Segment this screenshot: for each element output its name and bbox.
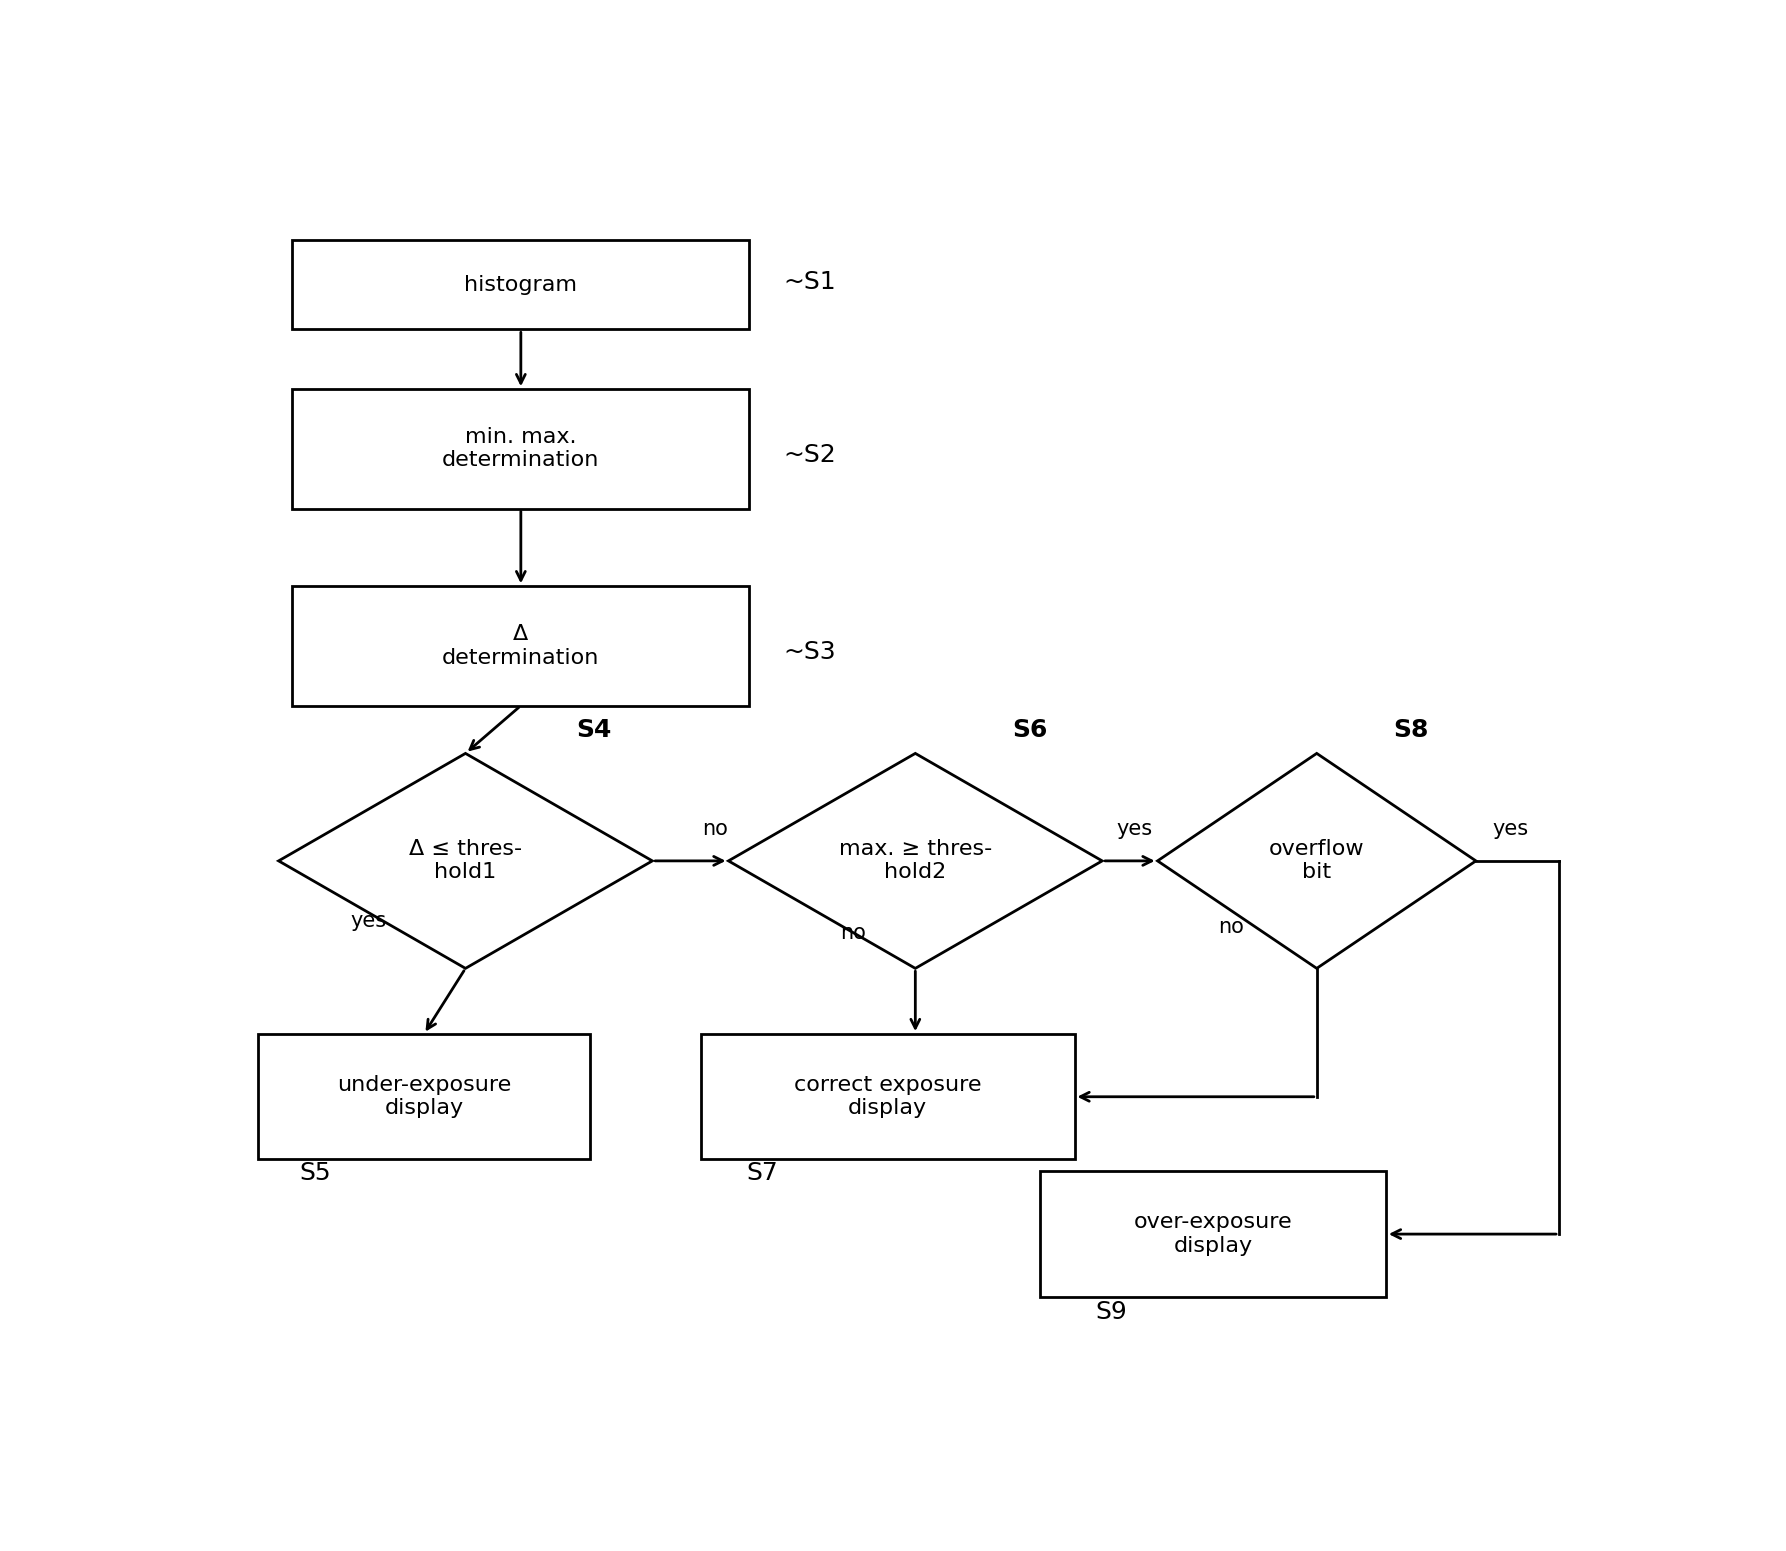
Text: Δ
determination: Δ determination <box>443 625 600 667</box>
Bar <box>1039 1171 1386 1297</box>
Text: under-exposure
display: under-exposure display <box>338 1075 511 1118</box>
Text: S9: S9 <box>1095 1300 1127 1325</box>
Text: S6: S6 <box>1013 718 1048 741</box>
Polygon shape <box>729 754 1102 968</box>
Text: max. ≥ thres-
hold2: max. ≥ thres- hold2 <box>839 839 991 883</box>
Bar <box>700 1035 1075 1160</box>
Text: S5: S5 <box>300 1160 330 1185</box>
Text: Δ ≤ thres-
hold1: Δ ≤ thres- hold1 <box>409 839 522 883</box>
Text: ~S3: ~S3 <box>784 641 836 664</box>
Text: ~S1: ~S1 <box>784 270 836 293</box>
Text: histogram: histogram <box>464 275 577 295</box>
Text: ~S2: ~S2 <box>784 444 836 467</box>
Bar <box>293 586 750 706</box>
Bar <box>293 240 750 329</box>
Text: no: no <box>839 923 866 943</box>
Text: no: no <box>1218 917 1243 937</box>
Text: yes: yes <box>350 910 386 931</box>
Text: over-exposure
display: over-exposure display <box>1134 1213 1293 1256</box>
Text: yes: yes <box>1116 819 1152 839</box>
Text: min. max.
determination: min. max. determination <box>443 427 600 470</box>
Text: S4: S4 <box>577 718 611 741</box>
Text: yes: yes <box>1493 819 1529 839</box>
Text: S7: S7 <box>747 1160 779 1185</box>
Bar <box>293 389 750 509</box>
Bar <box>257 1035 589 1160</box>
Text: overflow
bit: overflow bit <box>1268 839 1365 883</box>
Text: no: no <box>702 819 727 839</box>
Text: S8: S8 <box>1393 718 1429 741</box>
Polygon shape <box>279 754 652 968</box>
Polygon shape <box>1157 754 1475 968</box>
Text: correct exposure
display: correct exposure display <box>795 1075 981 1118</box>
